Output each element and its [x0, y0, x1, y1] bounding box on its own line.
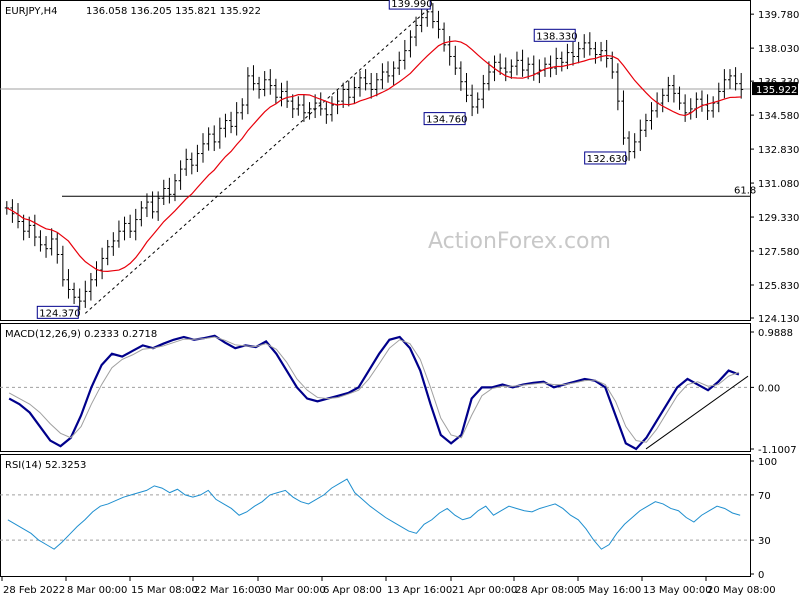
macd-signal-line: [8, 336, 740, 443]
time-axis-label: 13 Apr 16:00: [387, 585, 452, 596]
current-price-value: 135.922: [756, 85, 797, 96]
price-annotation-box: [423, 112, 466, 126]
moving-average-line: [6, 40, 742, 272]
macd-line: [8, 334, 740, 451]
rsi-axis-label: 0: [758, 570, 764, 581]
time-axis-label: 22 Mar 16:00: [194, 585, 261, 596]
macd-axis-label: 0.9888: [758, 328, 793, 339]
rsi-axis-label: 70: [758, 491, 771, 502]
time-axis-label: 5 May 16:00: [579, 585, 641, 596]
rsi-layer: [0, 478, 750, 550]
price-annotation-label: 132.630: [587, 154, 628, 165]
price-annotation-label: 139.990: [391, 0, 432, 10]
price-axis-label: 129.330: [758, 213, 799, 224]
price-axis-label: 139.780: [758, 10, 799, 21]
time-axis-label: 28 Apr 08:00: [515, 585, 580, 596]
price-title: EURJPY,H4: [5, 6, 58, 17]
price-trendline: [84, 9, 428, 314]
macd-axis-label: -1.1007: [758, 445, 797, 456]
price-annotation-box: [584, 151, 627, 165]
price-axis-label: 132.830: [758, 145, 799, 156]
price-axis-label: 138.030: [758, 44, 799, 55]
time-axis-label: 28 Feb 2022: [3, 585, 65, 596]
price-annotation-box: [388, 0, 431, 10]
time-axis-label: 20 May 08:00: [707, 585, 776, 596]
price-axis-label: 131.080: [758, 179, 799, 190]
rsi-line: [7, 478, 741, 550]
time-axis-label: 15 Mar 08:00: [131, 585, 198, 596]
price-annotation-label: 138.330: [536, 31, 577, 42]
rsi-axis-label: 100: [758, 457, 777, 468]
price-ohlc-label: 136.058 136.205 135.821 135.922: [86, 6, 261, 17]
rsi-title: RSI(14) 52.3253: [5, 460, 86, 471]
watermark: ActionForex.com: [428, 229, 611, 254]
fib-label: 61.8: [734, 185, 756, 196]
price-annotation-box: [533, 28, 576, 42]
time-axis-label: 8 Mar 00:00: [67, 585, 127, 596]
price-axis-label: 124.130: [758, 314, 799, 325]
time-axis-label: 13 May 00:00: [643, 585, 712, 596]
macd-trendline: [645, 375, 749, 450]
macd-layer: [0, 334, 750, 451]
axis-layer: 139.780138.030136.330134.580132.830131.0…: [1, 10, 799, 596]
time-axis-label: 30 Mar 00:00: [259, 585, 326, 596]
price-annotation-label: 134.760: [426, 115, 467, 126]
price-axis-label: 127.580: [758, 247, 799, 258]
price-annotation-box: [36, 305, 79, 319]
current-price-tag: [752, 82, 798, 96]
time-axis-label: 21 Apr 00:00: [452, 585, 517, 596]
rsi-panel-frame: [0, 454, 751, 577]
price-annotation-label: 124.370: [39, 308, 80, 319]
price-axis-label: 134.580: [758, 111, 799, 122]
macd-title: MACD(12,26,9) 0.2333 0.2718: [5, 329, 157, 340]
price-layer: 61.8 139.990 138.330 134.760 132.630 124.370: [0, 0, 756, 319]
time-axis-label: 6 Apr 08:00: [323, 585, 382, 596]
price-panel-frame: [0, 0, 751, 321]
rsi-axis-label: 30: [758, 536, 771, 547]
price-axis-label: 125.830: [758, 281, 799, 292]
macd-axis-label: 0.00: [758, 383, 780, 394]
